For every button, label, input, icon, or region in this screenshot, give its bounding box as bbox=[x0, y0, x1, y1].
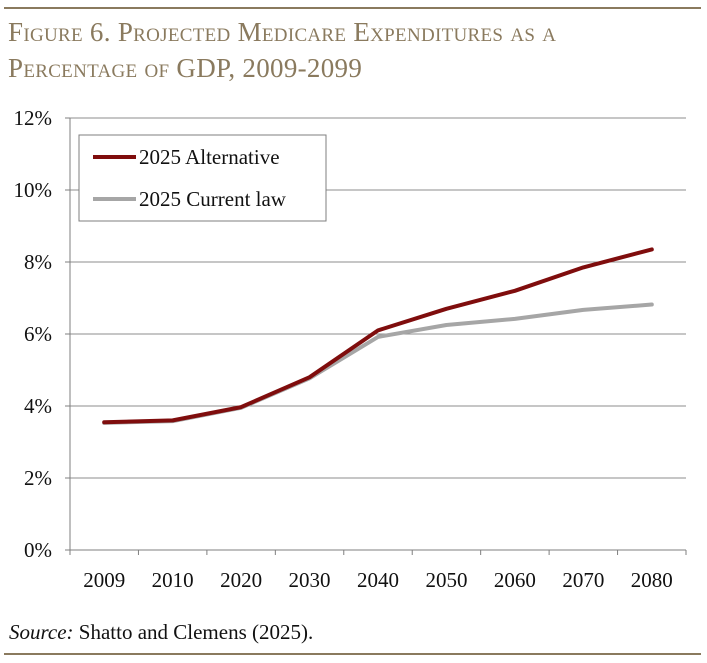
x-tick-label: 2009 bbox=[83, 568, 125, 592]
x-tick-label: 2040 bbox=[357, 568, 399, 592]
legend-label-current-law: 2025 Current law bbox=[139, 187, 287, 211]
x-tick-labels: 2009 2010 2020 2030 2040 2050 2060 2070 2080 bbox=[69, 550, 687, 592]
x-tick-label: 2010 bbox=[152, 568, 194, 592]
series-line-alternative bbox=[102, 247, 654, 425]
y-tick-label: 2% bbox=[24, 466, 52, 490]
x-tick-label: 2080 bbox=[631, 568, 673, 592]
figure-title-line1: Figure 6. Projected Medicare Expenditure… bbox=[8, 17, 557, 47]
y-tick-label: 4% bbox=[24, 394, 52, 418]
y-tick-labels: 0% 2% 4% 6% 8% 10% 12% bbox=[14, 106, 53, 562]
y-tick-label: 8% bbox=[24, 250, 52, 274]
figure-title: Figure 6. Projected Medicare Expenditure… bbox=[8, 14, 698, 86]
y-tick-label: 0% bbox=[24, 538, 52, 562]
series-line-current-law bbox=[102, 302, 654, 425]
source-text: Shatto and Clemens (2025). bbox=[73, 620, 314, 644]
series-lines bbox=[102, 247, 654, 425]
bottom-rule bbox=[4, 653, 701, 655]
x-tick-label: 2060 bbox=[494, 568, 536, 592]
legend: 2025 Alternative 2025 Current law bbox=[78, 134, 327, 222]
y-tick-label: 10% bbox=[14, 178, 53, 202]
y-tick-label: 12% bbox=[14, 106, 53, 130]
x-tick-label: 2070 bbox=[562, 568, 604, 592]
x-tick-label: 2020 bbox=[220, 568, 262, 592]
x-tick-label: 2050 bbox=[425, 568, 467, 592]
source-label: Source: bbox=[9, 620, 74, 644]
top-rule bbox=[4, 7, 701, 9]
y-tick-label: 6% bbox=[24, 322, 52, 346]
legend-label-alternative: 2025 Alternative bbox=[139, 145, 280, 169]
figure-title-line2: Percentage of GDP, 2009-2099 bbox=[8, 53, 363, 83]
x-tick-label: 2030 bbox=[289, 568, 331, 592]
gridlines bbox=[65, 117, 686, 551]
axes bbox=[69, 118, 686, 551]
source-note: Source: Shatto and Clemens (2025). bbox=[9, 620, 313, 645]
legend-box bbox=[78, 134, 327, 222]
